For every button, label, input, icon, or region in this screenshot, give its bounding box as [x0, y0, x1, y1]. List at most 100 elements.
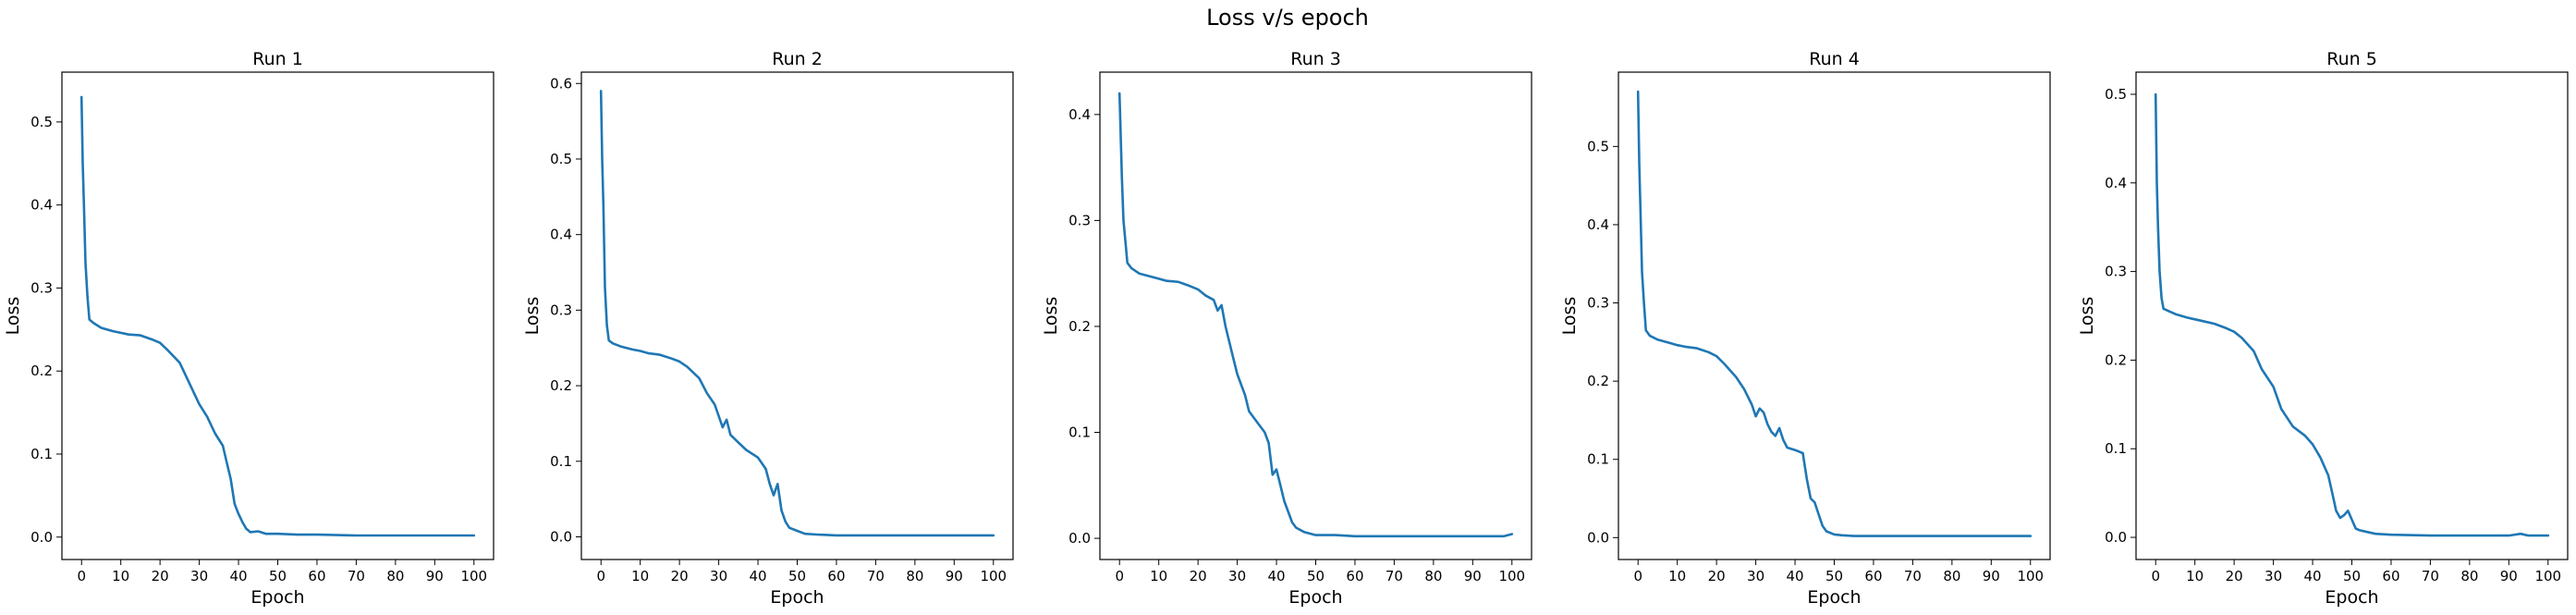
y-tick-label: 0.0: [550, 528, 572, 545]
x-tick-label: 60: [1864, 568, 1882, 584]
x-tick-label: 40: [2303, 568, 2321, 584]
x-tick-label: 10: [1668, 568, 1686, 584]
y-tick-label: 0.4: [550, 227, 572, 243]
x-axis-label: Epoch: [250, 587, 304, 608]
x-tick-label: 20: [2226, 568, 2243, 584]
x-tick-label: 20: [1708, 568, 1726, 584]
x-tick-label: 90: [1464, 568, 1482, 584]
y-tick-label: 0.1: [31, 446, 53, 462]
loss-series-line: [79, 95, 476, 537]
x-tick-label: 10: [2186, 568, 2204, 584]
x-tick-label: 80: [1943, 568, 1960, 584]
y-tick-label: 0.2: [550, 377, 572, 394]
x-tick-label: 20: [152, 568, 169, 584]
y-tick-label: 0.2: [2105, 351, 2127, 368]
panel-title: Run 4: [1809, 49, 1860, 69]
x-tick-label: 80: [2460, 568, 2478, 584]
y-tick-label: 0.5: [1587, 138, 1609, 154]
x-tick-label: 30: [1228, 568, 1246, 584]
x-tick-label: 60: [308, 568, 325, 584]
y-tick-label: 0.0: [1587, 529, 1609, 546]
panel-run-3: 0 10 20 30 40 50 60 70 80 90 100 0.0 0.1 0.2 0.3 0.4 Run…: [1041, 49, 1532, 608]
x-tick-label: 30: [1747, 568, 1764, 584]
y-tick-label: 0.4: [31, 197, 53, 214]
x-tick-label: 50: [788, 568, 806, 584]
y-tick-label: 0.0: [2105, 529, 2127, 546]
x-tick-label: 10: [112, 568, 129, 584]
panel-run-1: 0 10 20 30 40 50 60 70 80 90 100 0.0 0.1 0.2 0.3 0.4 0.5…: [3, 49, 494, 608]
x-tick-label: 70: [867, 568, 885, 584]
y-tick-label: 0.5: [550, 151, 572, 167]
y-axis-label: Loss: [1559, 297, 1580, 336]
loss-series-line: [1636, 90, 2033, 537]
x-tick-label: 100: [460, 568, 487, 584]
y-tick-label: 0.0: [1068, 530, 1091, 547]
x-tick-label: 60: [827, 568, 845, 584]
y-tick-label: 0.1: [1587, 451, 1609, 468]
x-tick-label: 30: [710, 568, 727, 584]
x-tick-label: 50: [2343, 568, 2361, 584]
plot-frame: [61, 71, 494, 560]
plot-frame: [1618, 71, 2051, 560]
x-tick-label: 0: [1633, 568, 1642, 584]
x-tick-label: 40: [1786, 568, 1803, 584]
y-tick-label: 0.3: [1587, 295, 1609, 312]
y-tick-label: 0.6: [550, 75, 572, 92]
y-axis-label: Loss: [3, 297, 23, 336]
x-axis-label: Epoch: [770, 587, 824, 608]
x-tick-label: 90: [946, 568, 963, 584]
loss-series-line: [2154, 92, 2550, 537]
x-tick-label: 100: [1498, 568, 1525, 584]
y-tick-label: 0.2: [1587, 373, 1609, 389]
x-tick-label: 40: [749, 568, 766, 584]
x-tick-label: 80: [386, 568, 404, 584]
x-tick-label: 100: [980, 568, 1007, 584]
x-tick-label: 40: [1267, 568, 1285, 584]
x-tick-label: 0: [1115, 568, 1124, 584]
x-tick-label: 50: [1307, 568, 1325, 584]
y-tick-label: 0.4: [1068, 106, 1091, 123]
x-tick-label: 80: [906, 568, 923, 584]
panel-run-5: 0 10 20 30 40 50 60 70 80 90 100 0.0 0.1 0.2 0.3 0.4 0.5…: [2077, 49, 2569, 608]
panel-run-2: 0 10 20 30 40 50 60 70 80 90 100 0.0 0.1 0.2 0.3 0.4 0.5…: [522, 49, 1014, 608]
y-tick-label: 0.1: [550, 453, 572, 470]
y-axis-label: Loss: [522, 297, 543, 336]
x-tick-label: 100: [2017, 568, 2044, 584]
y-tick-label: 0.4: [2105, 175, 2127, 191]
x-axis-label: Epoch: [1807, 587, 1861, 608]
y-tick-label: 0.3: [550, 301, 572, 318]
x-tick-label: 20: [671, 568, 689, 584]
loss-series-line: [1117, 92, 1514, 538]
x-tick-label: 0: [596, 568, 605, 584]
x-tick-label: 70: [1386, 568, 1403, 584]
x-axis-label: Epoch: [1288, 587, 1342, 608]
y-axis-label: Loss: [2077, 297, 2097, 336]
loss-series-line: [599, 90, 995, 537]
y-tick-label: 0.5: [2105, 86, 2127, 103]
x-tick-label: 0: [77, 568, 86, 584]
x-tick-label: 0: [2151, 568, 2160, 584]
x-tick-label: 90: [426, 568, 444, 584]
plot-frame: [580, 71, 1014, 560]
y-tick-label: 0.3: [31, 279, 53, 296]
panel-title: Run 2: [772, 49, 823, 69]
x-tick-label: 70: [1904, 568, 1922, 584]
figure-title: Loss v/s epoch: [1206, 5, 1369, 31]
x-tick-label: 90: [1983, 568, 2000, 584]
panel-title: Run 5: [2326, 49, 2377, 69]
y-tick-label: 0.2: [31, 363, 53, 379]
x-tick-label: 30: [2265, 568, 2282, 584]
x-tick-label: 10: [631, 568, 649, 584]
x-tick-label: 100: [2534, 568, 2561, 584]
x-tick-label: 60: [1346, 568, 1363, 584]
panel-title: Run 1: [252, 49, 303, 69]
x-axis-label: Epoch: [2325, 587, 2378, 608]
y-tick-label: 0.0: [31, 529, 53, 546]
y-tick-label: 0.5: [31, 114, 53, 130]
x-tick-label: 90: [2500, 568, 2518, 584]
panel-title: Run 3: [1290, 49, 1341, 69]
x-tick-label: 40: [229, 568, 247, 584]
panel-run-4: 0 10 20 30 40 50 60 70 80 90 100 0.0 0.1 0.2 0.3 0.4 0.5…: [1559, 49, 2051, 608]
x-tick-label: 70: [2422, 568, 2439, 584]
